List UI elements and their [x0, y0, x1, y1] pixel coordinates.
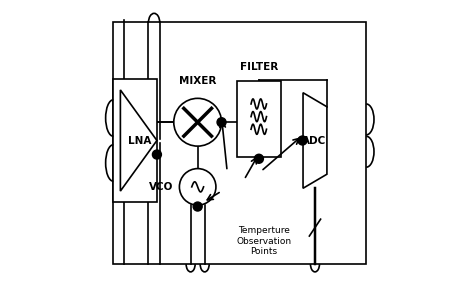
- Text: LNA: LNA: [128, 135, 152, 146]
- Circle shape: [255, 154, 264, 163]
- Circle shape: [193, 202, 202, 211]
- Circle shape: [298, 136, 307, 145]
- Circle shape: [217, 118, 226, 127]
- Text: ADC: ADC: [301, 135, 326, 146]
- Polygon shape: [120, 90, 157, 191]
- Text: VCO: VCO: [149, 182, 174, 192]
- Text: FILTER: FILTER: [240, 62, 278, 72]
- Text: MIXER: MIXER: [179, 76, 216, 86]
- Bar: [237, 81, 281, 157]
- Polygon shape: [303, 93, 327, 188]
- Bar: [113, 79, 157, 202]
- Text: Temperture
Observation
Points: Temperture Observation Points: [236, 226, 291, 256]
- Circle shape: [153, 150, 162, 159]
- Circle shape: [174, 98, 221, 146]
- Circle shape: [179, 169, 216, 205]
- Bar: [113, 22, 366, 264]
